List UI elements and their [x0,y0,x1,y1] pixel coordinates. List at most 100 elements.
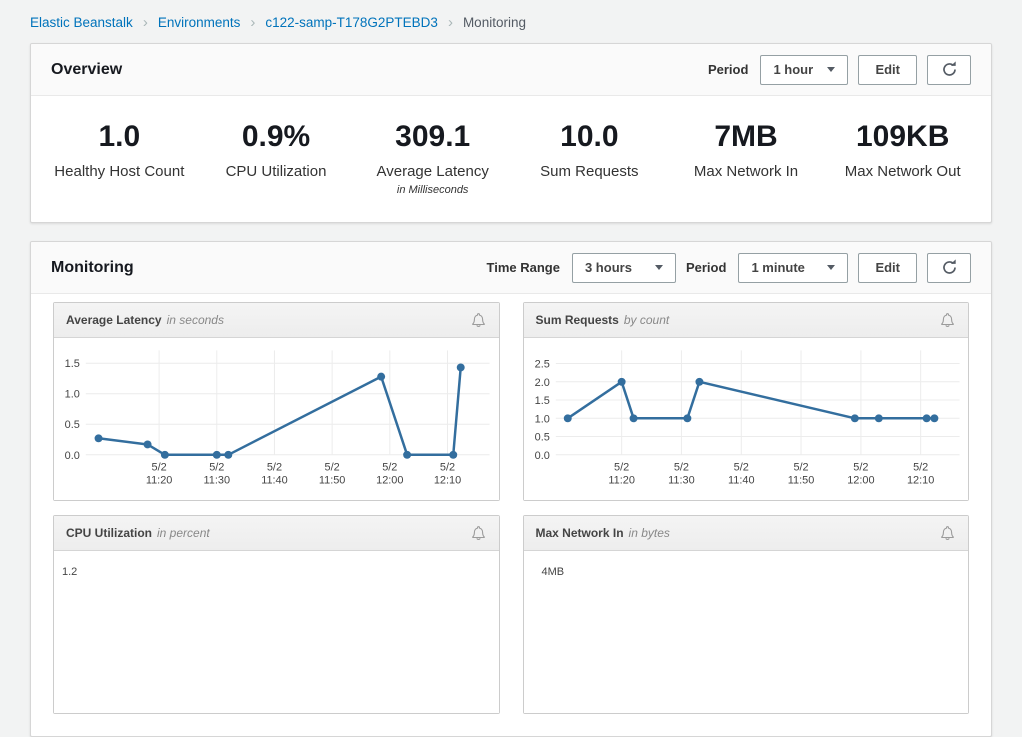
overview-metrics-row: 1.0 Healthy Host Count 0.9% CPU Utilization… [31,96,991,222]
metric-value: 10.0 [560,120,619,153]
breadcrumb-current: Monitoring [462,15,526,30]
chevron-down-icon [827,67,836,72]
monitoring-panel: Monitoring Time Range 3 hours Period 1 m… [30,241,992,737]
svg-text:12:00: 12:00 [376,475,403,487]
y-axis-label: 1.2 [62,566,78,578]
time-range-dropdown[interactable]: 3 hours [571,252,676,283]
svg-text:1.0: 1.0 [65,389,80,401]
breadcrumb-item-2[interactable]: Environments [157,15,241,30]
metric-healthy-host-count: 1.0 Healthy Host Count [41,120,198,196]
alarm-bell-icon [941,525,954,540]
refresh-icon [942,61,956,76]
metric-max-network-in: 7MB Max Network In [668,120,825,196]
alarm-bell-icon [941,312,954,327]
metric-sum-requests: 10.0 Sum Requests [511,120,668,196]
metric-label: Max Network Out [844,163,961,180]
breadcrumb-item-3[interactable]: c122-samp-T178G2PTEBD3 [265,15,438,30]
svg-text:5/2: 5/2 [853,462,868,474]
chart-unit-label: in percent [157,526,210,540]
chart-card-cpu-utilization: CPU Utilization in percent 1.2 [53,515,500,714]
svg-text:12:10: 12:10 [906,475,933,487]
svg-text:5/2: 5/2 [209,462,224,474]
chart-title: Average Latency [66,313,162,327]
period-dropdown[interactable]: 1 hour [760,54,849,85]
overview-panel: Overview Period 1 hour Edit 1.0 Healthy H… [30,43,992,223]
metric-max-network-out: 109KB Max Network Out [824,120,981,196]
chart-title: Max Network In [535,526,624,540]
svg-text:11:50: 11:50 [319,475,346,487]
metric-label: Average Latency [376,163,489,180]
chevron-right-icon: › [447,14,453,31]
overview-panel-header: Overview Period 1 hour Edit [31,44,991,96]
svg-text:12:10: 12:10 [434,475,461,487]
monitoring-edit-button[interactable]: Edit [858,252,917,283]
metric-cpu-utilization: 0.9% CPU Utilization [198,120,355,196]
breadcrumb: Elastic Beanstalk › Environments › c122-samp… [0,0,1022,43]
chart-card-average-latency: Average Latency in seconds 5/2 11:20 5/2 11… [53,302,500,501]
svg-text:11:30: 11:30 [668,475,695,487]
chart-header-max-network-in: Max Network In in bytes [523,516,968,551]
create-alarm-button[interactable] [939,312,956,329]
metric-value: 0.9% [241,120,311,153]
create-alarm-button[interactable] [470,312,487,329]
y-axis-label: 4MB [541,566,565,578]
metric-label: Max Network In [693,163,799,180]
edit-button[interactable]: Edit [858,54,917,85]
monitoring-period-dropdown-value: 1 minute [751,260,805,275]
chart-area-max-network-in: 4MB [523,551,968,713]
svg-text:11:40: 11:40 [728,475,755,487]
chevron-down-icon [654,265,663,270]
svg-text:0.0: 0.0 [534,450,549,462]
chart-header-sum-requests: Sum Requests by count [523,303,968,338]
svg-text:0.5: 0.5 [65,419,80,431]
chart-card-max-network-in: Max Network In in bytes 4MB [522,515,969,714]
svg-text:2.0: 2.0 [534,377,549,389]
charts-grid: Average Latency in seconds 5/2 11:20 5/2 11… [31,294,991,736]
line-chart-0: 5/211:205/211:305/211:405/211:505/212:00… [65,350,490,487]
time-range-dropdown-value: 3 hours [584,260,632,275]
period-dropdown-value: 1 hour [773,62,814,77]
chevron-down-icon [827,265,836,270]
monitoring-period-label: Period [685,260,727,275]
breadcrumb-item-1[interactable]: Elastic Beanstalk [30,15,133,30]
alarm-bell-icon [471,525,485,540]
svg-text:11:50: 11:50 [787,475,814,487]
refresh-icon [942,259,956,274]
chart-unit-label: in bytes [628,526,670,540]
alarm-bell-icon [471,312,485,327]
svg-text:11:20: 11:20 [146,475,173,487]
chart-header-cpu-utilization: CPU Utilization in percent [54,516,499,551]
metric-label: Healthy Host Count [54,163,185,180]
metric-value: 1.0 [98,120,141,153]
line-chart-1: 5/211:205/211:305/211:405/211:505/212:00… [534,350,960,487]
chart-area-sum-requests: 5/2 11:20 5/2 11:30 5/2 11:40 5/2 11:50 5/2 12:00… [523,338,968,500]
metric-value: 7MB [714,120,778,153]
monitoring-panel-header: Monitoring Time Range 3 hours Period 1 m… [31,242,991,294]
svg-text:5/2: 5/2 [382,462,397,474]
metric-value: 309.1 [395,120,471,153]
chart-area-average-latency: 5/2 11:20 5/2 11:30 5/2 11:40 5/2 11:50 5/2 12:00… [54,338,499,500]
svg-text:11:30: 11:30 [204,475,231,487]
monitoring-period-dropdown[interactable]: 1 minute [738,252,849,283]
chart-title: CPU Utilization [66,526,152,540]
chevron-right-icon: › [142,14,148,31]
svg-text:0.5: 0.5 [534,431,549,443]
create-alarm-button[interactable] [939,525,956,542]
chart-area-cpu-utilization: 1.2 [54,551,499,713]
refresh-button[interactable] [927,54,971,85]
svg-text:5/2: 5/2 [614,462,629,474]
monitoring-controls: Time Range 3 hours Period 1 minute Edit [487,252,971,283]
overview-controls: Period 1 hour Edit [707,54,971,85]
svg-text:5/2: 5/2 [440,462,455,474]
metric-label: CPU Utilization [225,163,327,180]
chart-title: Sum Requests [535,313,619,327]
monitoring-refresh-button[interactable] [927,252,971,283]
svg-text:5/2: 5/2 [913,462,928,474]
svg-text:0.0: 0.0 [65,450,80,462]
svg-text:5/2: 5/2 [325,462,340,474]
chart-card-sum-requests: Sum Requests by count 5/2 11:20 5/2 11:30 5/… [522,302,969,501]
create-alarm-button[interactable] [470,525,487,542]
monitoring-title: Monitoring [51,258,134,276]
svg-text:2.5: 2.5 [534,358,549,370]
period-label: Period [707,62,749,77]
